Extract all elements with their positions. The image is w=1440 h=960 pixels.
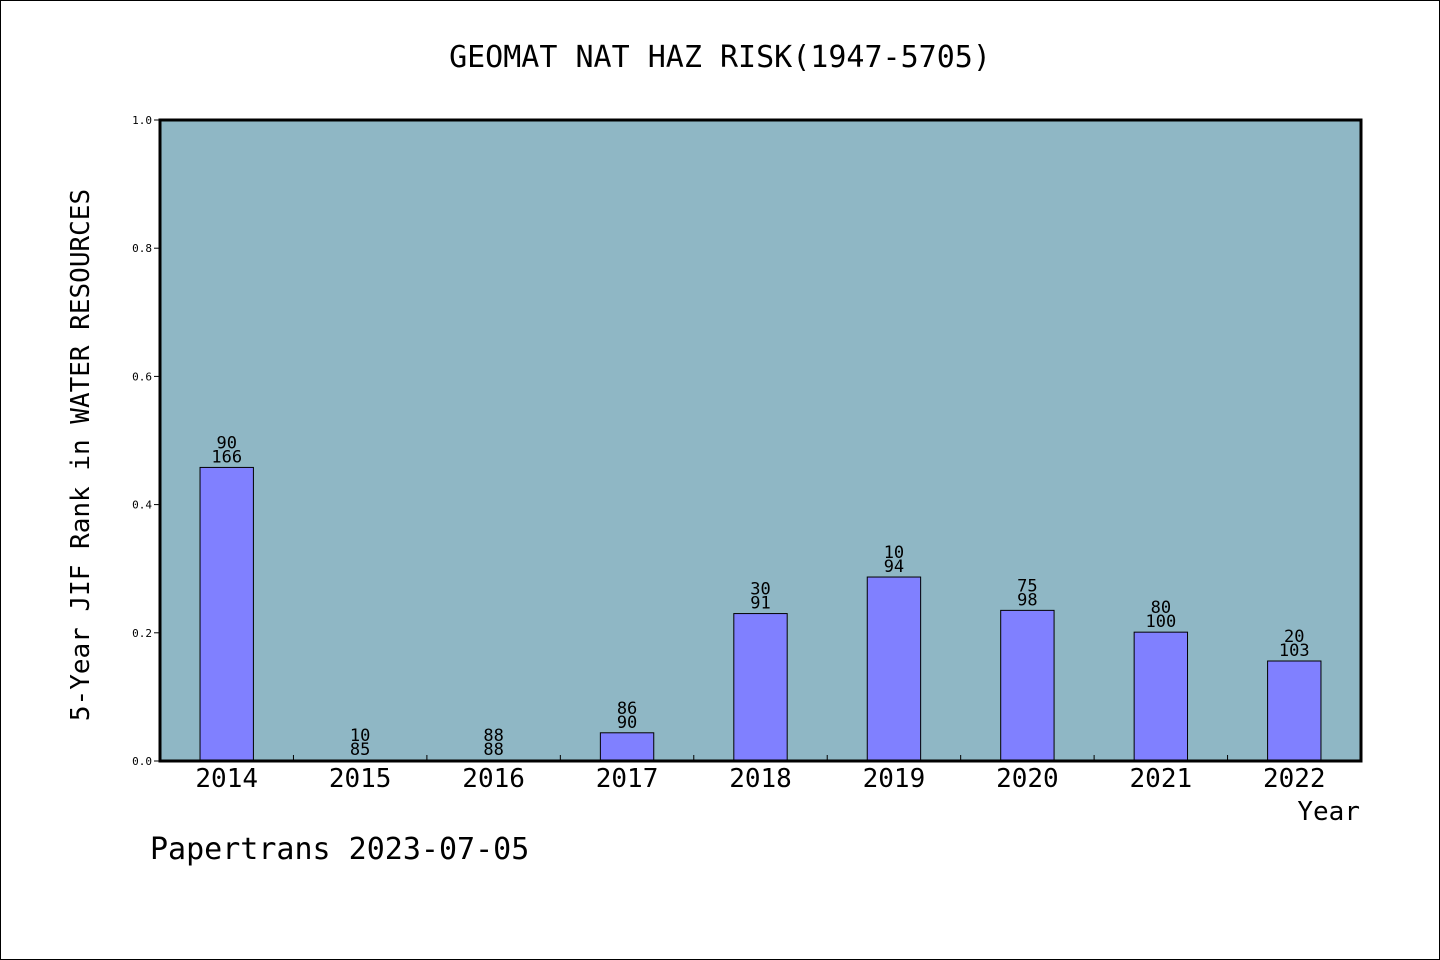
y-tick-label: 1.0	[132, 114, 152, 127]
data-label-top: 20	[1284, 627, 1304, 647]
data-label-bottom: 91	[750, 594, 770, 614]
data-label-bottom: 90	[617, 713, 637, 733]
y-axis-label: 5-Year JIF Rank in WATER RESOURCES	[66, 189, 96, 721]
chart-title: GEOMAT NAT HAZ RISK(1947-5705)	[449, 40, 991, 75]
y-tick-label: 0.8	[132, 242, 152, 255]
x-tick-label: 2020	[996, 764, 1059, 794]
data-label-top: 10	[884, 543, 904, 563]
data-label-bottom: 94	[884, 557, 904, 577]
data-label-bottom: 98	[1017, 590, 1037, 610]
data-label-bottom: 166	[211, 447, 242, 467]
data-label-bottom: 100	[1145, 612, 1176, 632]
y-tick-label: 0.2	[132, 627, 152, 640]
y-tick-label: 0.6	[132, 370, 152, 383]
plot-border	[158, 118, 1363, 763]
bar	[866, 576, 922, 762]
x-tick-label: 2022	[1263, 764, 1326, 794]
x-tick-label: 2021	[1130, 764, 1193, 794]
bar	[733, 613, 788, 762]
data-label-top: 75	[1017, 576, 1037, 596]
bar	[1267, 660, 1322, 762]
x-tick-label: 2016	[462, 764, 525, 794]
data-label-top: 86	[617, 699, 637, 719]
x-tick-label: 2015	[329, 764, 392, 794]
x-tick-label: 2019	[863, 764, 926, 794]
data-label-top: 10	[350, 726, 370, 746]
bar	[599, 732, 655, 762]
bar	[1000, 609, 1055, 762]
footer-text: Papertrans 2023-07-05	[150, 832, 530, 867]
y-tick-label: 0.4	[132, 499, 152, 512]
data-label-bottom: 103	[1279, 641, 1310, 661]
x-tick-label: 2018	[729, 764, 792, 794]
x-axis-label: Year	[1297, 797, 1360, 827]
x-tick-label: 2014	[195, 764, 258, 794]
data-label-bottom: 88	[483, 740, 503, 760]
bar	[1133, 631, 1189, 762]
data-label-top: 90	[216, 433, 236, 453]
y-tick-label: 0.0	[132, 755, 152, 768]
data-label-top: 30	[750, 580, 770, 600]
data-label-bottom: 85	[350, 740, 370, 760]
x-tick-label: 2017	[596, 764, 659, 794]
bar	[199, 466, 254, 762]
data-label-top: 88	[483, 726, 503, 746]
data-label-top: 80	[1151, 598, 1171, 618]
